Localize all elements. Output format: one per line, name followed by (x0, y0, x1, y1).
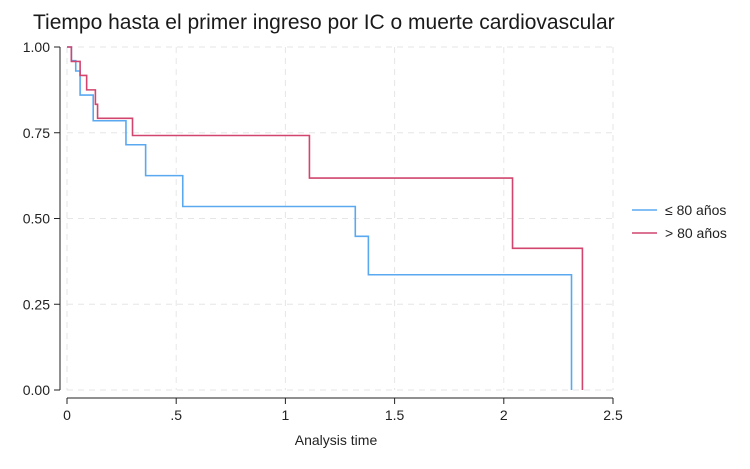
series-line-le-80 (67, 46, 573, 390)
y-tick-label: 0.75 (23, 125, 50, 141)
y-tick-label: 0.25 (23, 296, 50, 312)
y-tick-label: 0.00 (23, 382, 50, 398)
x-tick-label: 1 (282, 407, 290, 423)
x-axis-label: Analysis time (295, 432, 378, 448)
grid-layer (66, 46, 614, 391)
series-line-gt-80 (67, 46, 584, 390)
legend: ≤ 80 años > 80 años (632, 202, 727, 241)
x-tick-label: .5 (170, 407, 182, 423)
x-tick-label: 0 (63, 407, 71, 423)
y-tick-label: 0.50 (23, 211, 50, 227)
series-layer (67, 46, 584, 390)
legend-label-le-80: ≤ 80 años (665, 202, 726, 218)
legend-label-gt-80: > 80 años (665, 225, 727, 241)
y-tick-label: 1.00 (23, 39, 50, 55)
chart-title: Tiempo hasta el primer ingreso por IC o … (33, 11, 615, 34)
x-tick-label: 2 (500, 407, 508, 423)
axes-layer: 0.00 0.25 0.50 0.75 1.00 0 .5 1 1.5 2 2.5 (23, 39, 623, 423)
x-tick-label: 2.5 (603, 407, 623, 423)
x-tick-label: 1.5 (385, 407, 405, 423)
